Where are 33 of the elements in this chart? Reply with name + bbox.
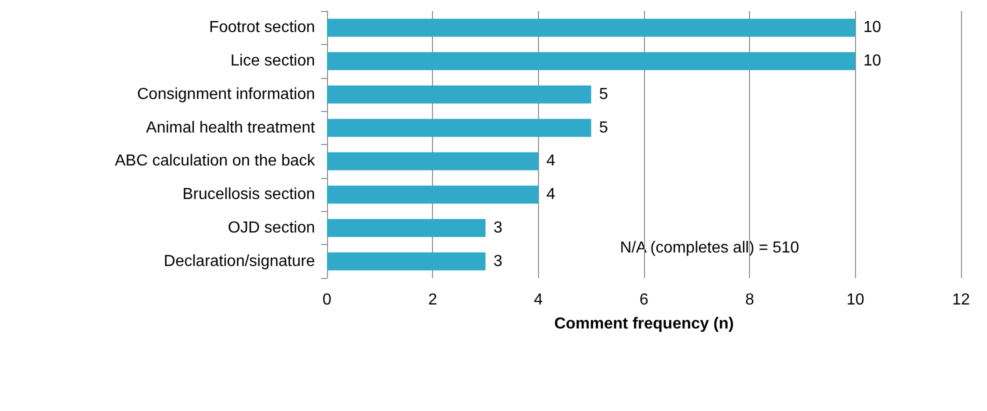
bar [327,186,538,204]
x-tick-label: 4 [534,292,543,308]
bar [327,18,856,37]
x-tick-label: 6 [640,292,649,308]
bar [327,252,486,270]
x-tick-label: 0 [322,292,332,308]
y-tick-label: Lice section [230,52,315,70]
data-label: 4 [546,186,556,204]
data-label: 5 [599,119,608,136]
y-tick-label: Animal health treatment [146,119,316,136]
data-label: 10 [863,19,882,36]
y-tick-label: Footrot section [209,19,315,36]
x-axis-title: Comment frequency (n) [554,316,734,332]
bar [327,85,592,104]
x-tick-label: 12 [952,292,970,308]
data-label: 5 [599,86,608,103]
y-tick-label: ABC calculation on the back [114,152,316,170]
data-label: 10 [863,52,882,70]
y-tick-label: Consignment information [137,86,315,103]
bar [327,52,856,70]
bar [327,152,538,170]
x-tick-label: 10 [846,292,864,308]
data-label: 3 [494,252,502,270]
x-tick-label: 8 [745,292,754,308]
x-tick-label: 2 [428,292,438,308]
y-tick-label: Declaration/signature [164,252,316,270]
data-label: 3 [494,219,502,236]
y-tick-label: OJD section [228,219,315,236]
bar [327,118,592,137]
bar [327,218,486,237]
annotation: N/A (completes all) = 510 [620,240,800,256]
data-label: 4 [546,152,556,170]
y-tick-label: Brucellosis section [182,186,315,204]
